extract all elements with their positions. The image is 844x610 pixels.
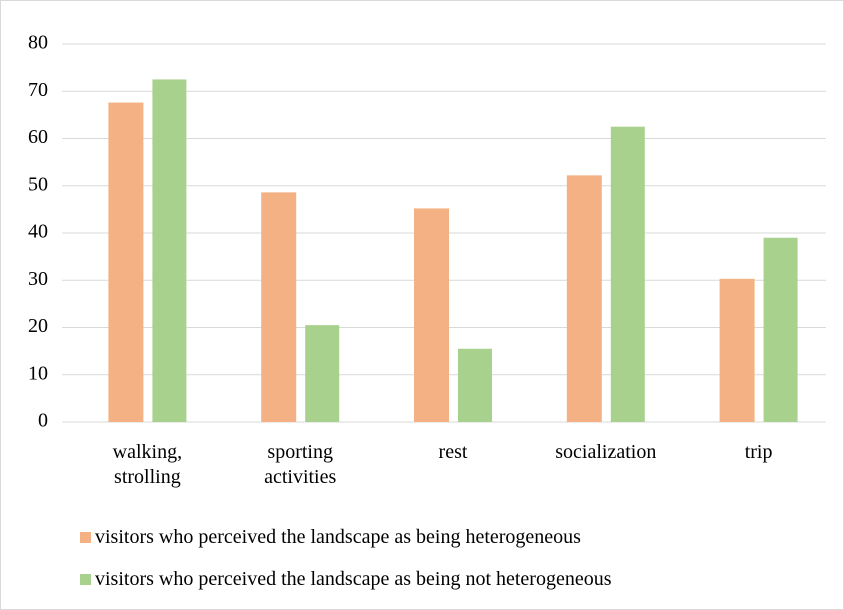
bar [458, 348, 492, 422]
legend-item: visitors who perceived the landscape as … [80, 568, 612, 591]
bar [566, 175, 602, 422]
y-tick-label: 20 [28, 315, 48, 337]
bar [108, 102, 144, 422]
bar [305, 325, 340, 422]
y-tick-label: 80 [28, 32, 48, 54]
legend-swatch [80, 574, 91, 585]
y-tick-label: 60 [28, 126, 48, 148]
x-tick-label: sporting activities [264, 441, 337, 488]
x-tick-label: trip [744, 441, 773, 463]
y-tick-label: 10 [28, 362, 48, 384]
x-tick-label: walking, strolling [112, 441, 183, 488]
y-tick-label: 0 [38, 410, 48, 432]
x-tick-label: rest [438, 441, 468, 463]
legend-label: visitors who perceived the landscape as … [95, 568, 612, 590]
bar [414, 208, 449, 422]
bar [261, 192, 297, 422]
legend-swatch [80, 532, 91, 543]
y-tick-label: 50 [28, 173, 48, 195]
y-tick-label: 70 [28, 79, 48, 101]
legend-item: visitors who perceived the landscape as … [80, 526, 581, 549]
bar [610, 126, 645, 422]
y-tick-label: 30 [28, 268, 48, 290]
y-tick-label: 40 [28, 221, 48, 243]
bar [152, 79, 187, 422]
bar [763, 237, 798, 422]
bar [719, 278, 755, 422]
x-tick-label: socialization [555, 441, 657, 463]
legend-label: visitors who perceived the landscape as … [95, 526, 581, 548]
